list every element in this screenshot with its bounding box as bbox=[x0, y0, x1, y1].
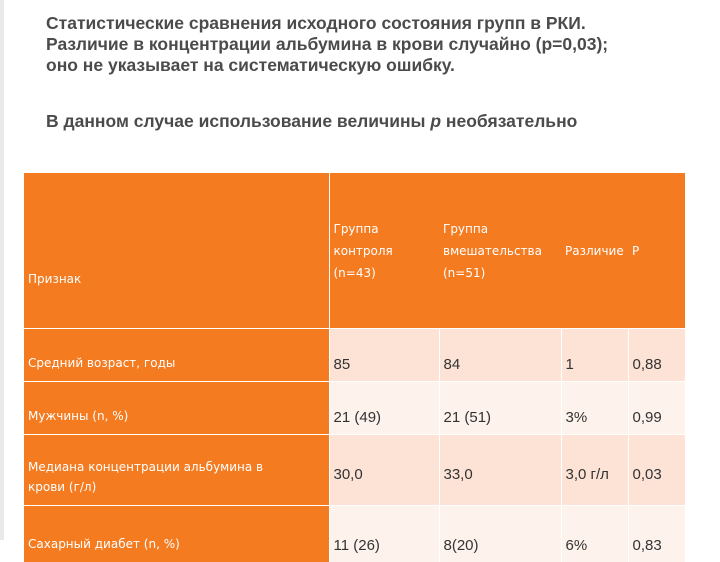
cell-p: 0,88 bbox=[627, 328, 685, 382]
row-label: Медиана концентрации альбумина в крови (… bbox=[24, 434, 329, 506]
row-label: Мужчины (n, %) bbox=[24, 381, 329, 435]
slide-subheading: В данном случае использование величины p… bbox=[46, 111, 577, 132]
heading-line-2: Различие в концентрации альбумина в кров… bbox=[46, 34, 609, 54]
table-row: Сахарный диабет (n, %) 11 (26) 8(20) 6% … bbox=[24, 505, 685, 562]
header-control-line: (n=43) bbox=[333, 265, 376, 280]
cell-intervention: 21 (51) bbox=[438, 381, 561, 435]
cell-difference: 3% bbox=[560, 381, 628, 435]
table-row: Медиана концентрации альбумина в крови (… bbox=[24, 434, 685, 506]
cell-control: 11 (26) bbox=[328, 505, 439, 562]
slide-heading: Статистические сравнения исходного состо… bbox=[46, 13, 706, 76]
header-difference: Различие bbox=[561, 173, 628, 329]
cell-intervention: 8(20) bbox=[438, 505, 561, 562]
subheading-p: p bbox=[430, 111, 442, 131]
header-intervention: Группа вмешательства (n=51) bbox=[439, 173, 561, 329]
header-p: Р bbox=[628, 173, 685, 329]
comparison-table: Признак Группа контроля (n=43) Группа вм… bbox=[24, 173, 685, 562]
row-label-line: Медиана концентрации альбумина в bbox=[28, 460, 264, 474]
cell-control: 21 (49) bbox=[328, 381, 439, 435]
cell-intervention: 84 bbox=[438, 328, 561, 382]
header-intervention-line: (n=51) bbox=[443, 265, 486, 280]
cell-difference: 3,0 г/л bbox=[560, 434, 628, 506]
cell-p: 0,03 bbox=[627, 434, 685, 506]
left-edge-bar bbox=[0, 0, 4, 540]
cell-control: 30,0 bbox=[328, 434, 439, 506]
header-control-line: контроля bbox=[333, 243, 393, 258]
table-row: Средний возраст, годы 85 84 1 0,88 bbox=[24, 328, 685, 382]
table-row: Мужчины (n, %) 21 (49) 21 (51) 3% 0,99 bbox=[24, 381, 685, 435]
subheading-tail: необязательно bbox=[441, 111, 578, 131]
header-intervention-line: Группа bbox=[443, 221, 489, 236]
header-intervention-line: вмешательства bbox=[443, 243, 542, 258]
row-label-line: крови (г/л) bbox=[28, 480, 97, 494]
header-control-line: Группа bbox=[333, 221, 379, 236]
cell-control: 85 bbox=[328, 328, 439, 382]
cell-p: 0,99 bbox=[627, 381, 685, 435]
header-feature: Признак bbox=[24, 173, 330, 329]
cell-difference: 1 bbox=[560, 328, 628, 382]
row-label: Средний возраст, годы bbox=[24, 328, 329, 382]
table-header-row: Признак Группа контроля (n=43) Группа вм… bbox=[24, 173, 685, 329]
cell-p: 0,83 bbox=[627, 505, 685, 562]
heading-line-3: оно не указывает на систематическую ошиб… bbox=[46, 55, 455, 75]
subheading-text: В данном случае использование величины bbox=[46, 111, 431, 131]
heading-line-1: Статистические сравнения исходного состо… bbox=[46, 13, 586, 33]
cell-intervention: 33,0 bbox=[438, 434, 561, 506]
header-control: Группа контроля (n=43) bbox=[329, 173, 439, 329]
cell-difference: 6% bbox=[560, 505, 628, 562]
row-label: Сахарный диабет (n, %) bbox=[24, 505, 329, 562]
